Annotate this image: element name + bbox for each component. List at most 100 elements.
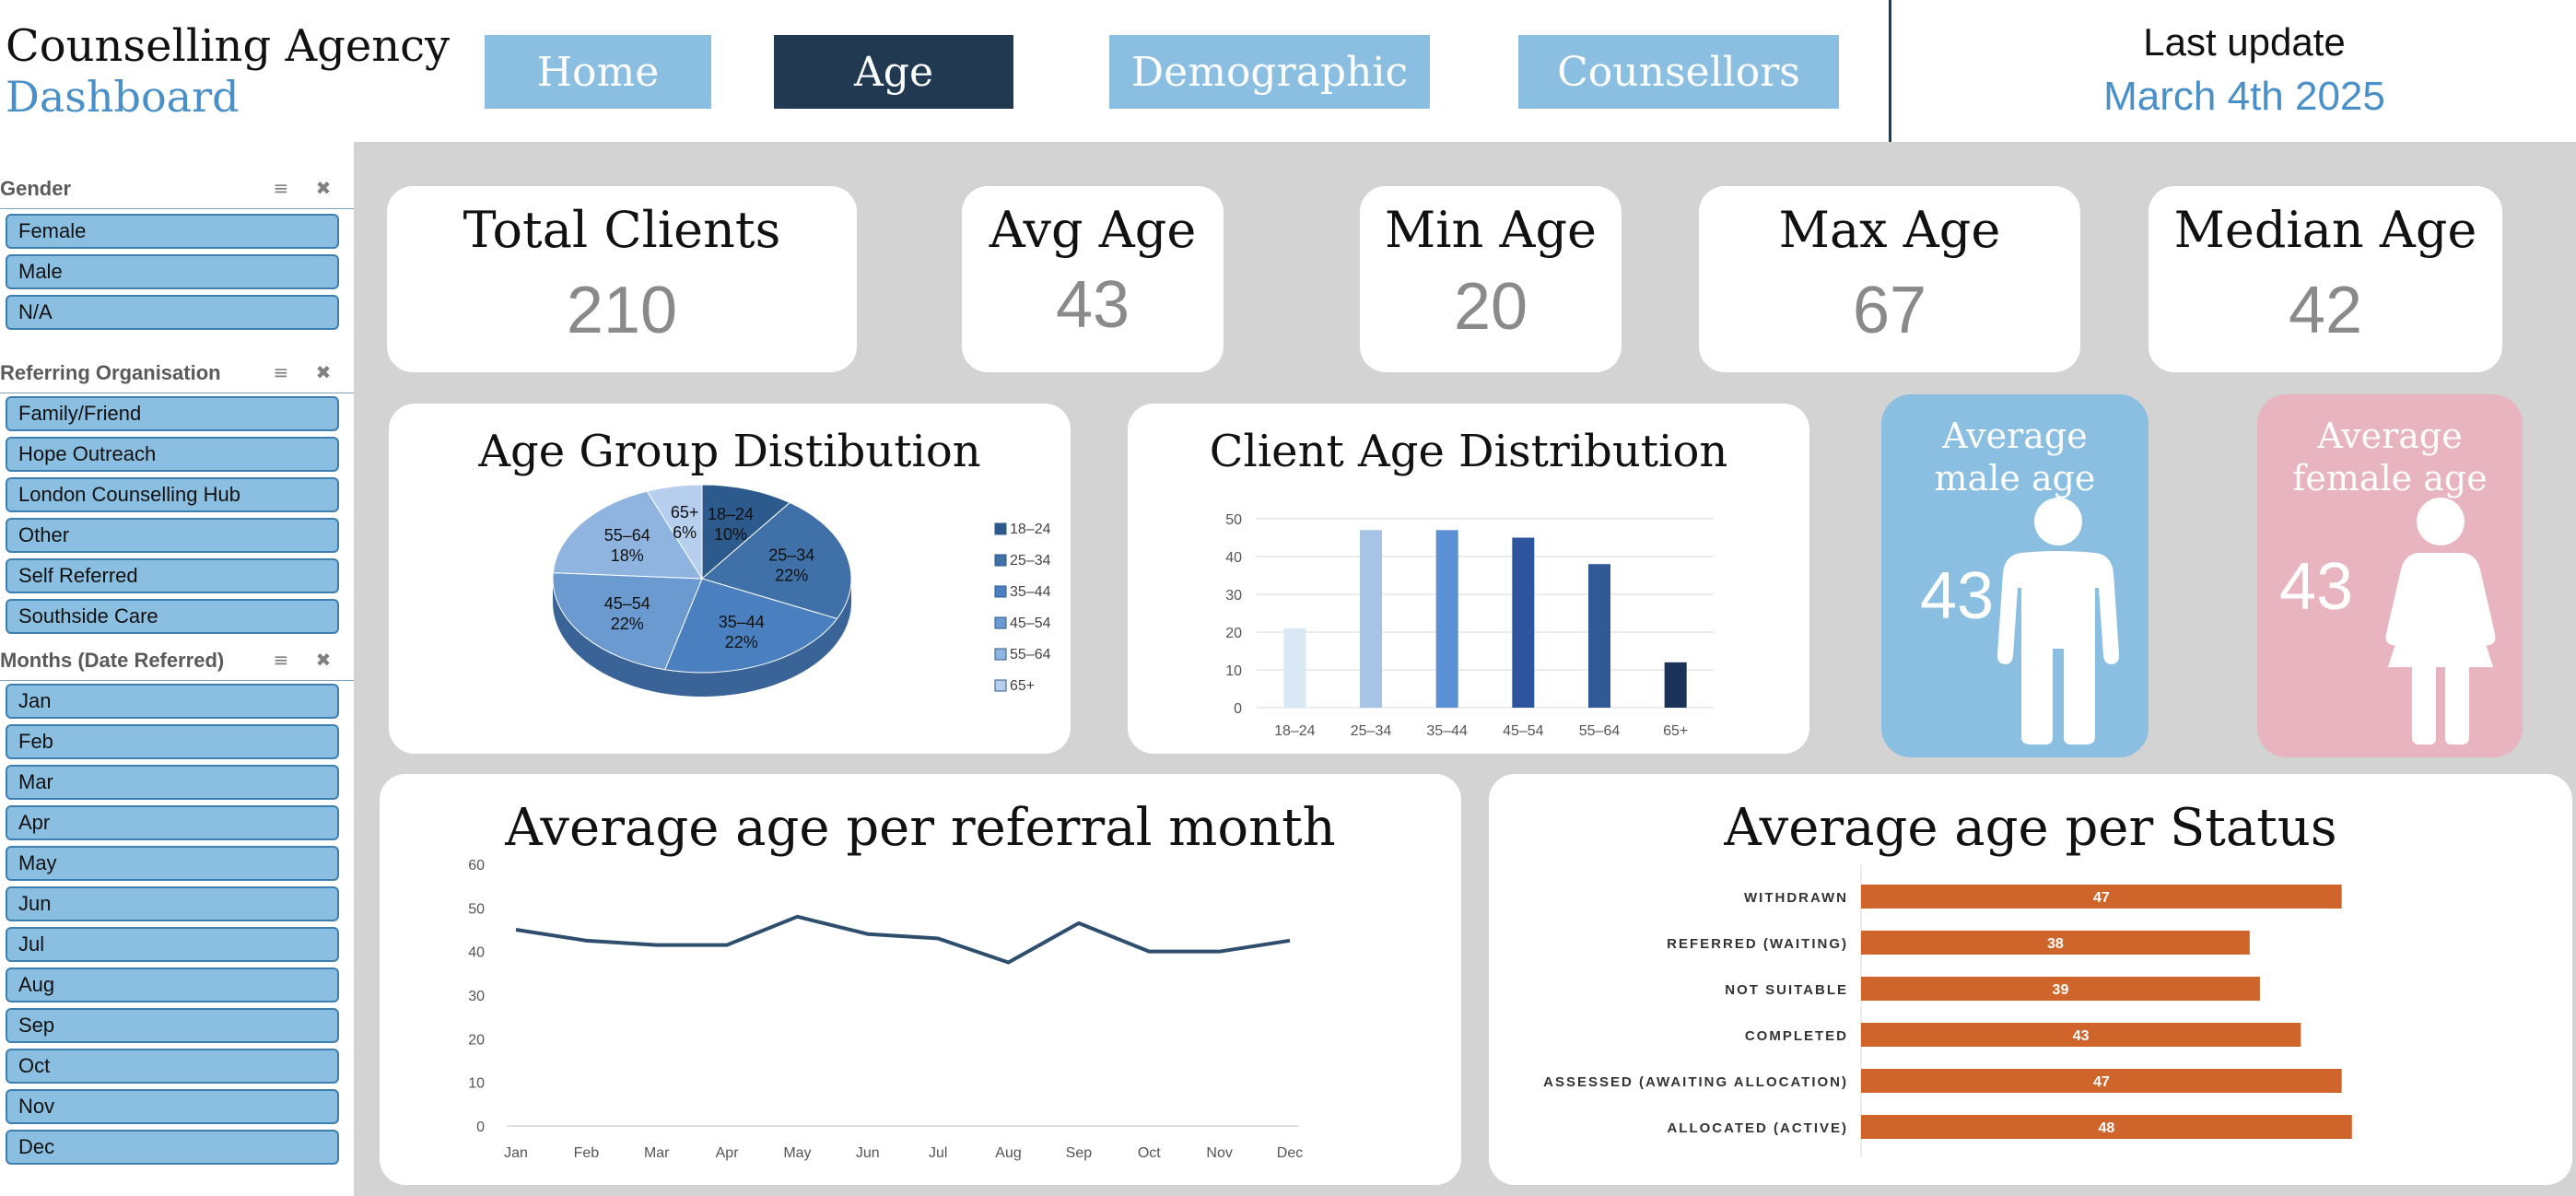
age-line-series — [515, 914, 1291, 965]
bar-65+ — [1664, 662, 1687, 708]
nav-counsellors-button[interactable]: Counsellors — [1518, 35, 1839, 109]
clear-filter-icon[interactable]: ✖ — [315, 649, 332, 671]
pie-percent-label: 10% — [714, 525, 747, 544]
status-category-label: REFERRED (WAITING) — [1667, 936, 1848, 952]
gender-slicer-header: Gender ≡ ✖ — [0, 168, 354, 209]
kpi-max-age-value: 67 — [1852, 274, 1927, 347]
status-category-label: ALLOCATED (ACTIVE) — [1667, 1120, 1848, 1136]
last-update-date: March 4th 2025 — [2103, 74, 2385, 119]
status-bar-3 — [1861, 1023, 2301, 1047]
slicer-item-jun[interactable]: Jun — [6, 886, 339, 921]
status-value-label: 48 — [2099, 1120, 2115, 1136]
slicer-item-family-friend[interactable]: Family/Friend — [6, 396, 339, 431]
pie-legend-item: 65+ — [1010, 678, 1035, 694]
x-tick-label: Jun — [856, 1145, 880, 1161]
kpi-max-age-card: Max Age 67 — [1699, 186, 2080, 372]
clear-filter-icon[interactable]: ✖ — [315, 361, 332, 383]
x-tick-label: 35–44 — [1426, 723, 1468, 739]
slicer-item-jul[interactable]: Jul — [6, 927, 339, 962]
nav-age-button[interactable]: Age — [774, 35, 1013, 109]
slicer-item-hope-outreach[interactable]: Hope Outreach — [6, 437, 339, 472]
male-card-label-line2: male age — [1934, 458, 2096, 498]
status-bar-1 — [1861, 931, 2250, 955]
clear-filter-icon[interactable]: ✖ — [315, 177, 332, 199]
slicer-item-female[interactable]: Female — [6, 214, 339, 249]
multi-select-icon[interactable]: ≡ — [273, 361, 289, 383]
slicer-item-sep[interactable]: Sep — [6, 1008, 339, 1043]
y-tick-label: 0 — [476, 1120, 485, 1135]
slicer-item-may[interactable]: May — [6, 846, 339, 881]
referring-org-slicer-title: Referring Organisation — [0, 361, 221, 384]
x-tick-label: 18–24 — [1274, 723, 1316, 739]
y-tick-label: 50 — [1225, 512, 1242, 528]
nav-home-button[interactable]: Home — [485, 35, 711, 109]
kpi-median-age-label: Median Age — [2173, 201, 2477, 259]
slicer-item-aug[interactable]: Aug — [6, 967, 339, 1003]
slicer-item-mar[interactable]: Mar — [6, 765, 339, 800]
avg-age-month-line-chart: 0 10 20 30 40 50 60 Jan Feb Mar Apr May Jun Jul Aug Sep… — [468, 858, 1303, 1161]
pie-legend-item: 35–44 — [1010, 584, 1051, 600]
x-tick-label: Aug — [995, 1145, 1021, 1161]
x-tick-label: Oct — [1138, 1145, 1161, 1161]
kpi-avg-age-card: Avg Age 43 — [962, 186, 1224, 372]
multi-select-icon[interactable]: ≡ — [273, 177, 289, 199]
pie-legend-item: 45–54 — [1010, 616, 1051, 631]
x-tick-label: 65+ — [1663, 723, 1688, 739]
pie-legend-swatch — [994, 585, 1007, 598]
slicer-item-jan[interactable]: Jan — [6, 684, 339, 719]
pie-legend-item: 18–24 — [1010, 522, 1051, 537]
pie-percent-label: 18% — [611, 546, 644, 565]
slicer-item-other[interactable]: Other — [6, 518, 339, 553]
pie-slice-45–54 — [552, 572, 703, 671]
bar-chart-title: Client Age Distribution — [1209, 426, 1728, 477]
avg-age-status-bar-chart: WITHDRAWN 47 REFERRED (WAITING) 38 NOT SUITA… — [1543, 864, 2352, 1157]
bar-45–54 — [1512, 537, 1535, 708]
pie-slice-35–44 — [664, 578, 838, 674]
slicer-item-oct[interactable]: Oct — [6, 1049, 339, 1084]
kpi-avg-age-label: Avg Age — [989, 201, 1197, 259]
male-card-value: 43 — [1920, 559, 1995, 633]
age-group-pie-chart: 18–2410%25–3422%35–4422%45–5422%55–6418%… — [552, 484, 1051, 697]
slicer-item-self-referred[interactable]: Self Referred — [6, 558, 339, 593]
pie-legend-swatch — [994, 679, 1007, 692]
nav-demographic-button[interactable]: Demographic — [1109, 35, 1430, 109]
dashboard-title: Counselling Agency — [6, 20, 451, 72]
status-bar-2 — [1861, 977, 2260, 1001]
pie-category-label: 55–64 — [604, 526, 650, 545]
slicer-item-southside-care[interactable]: Southside Care — [6, 599, 339, 634]
avg-age-month-card: Average age per referral month 0 10 20 30 40… — [380, 774, 1461, 1185]
kpi-median-age-value: 42 — [2288, 274, 2363, 347]
pie-legend-swatch — [994, 554, 1007, 567]
status-category-label: ASSESSED (AWAITING ALLOCATION) — [1543, 1074, 1848, 1090]
slicer-item-london-counselling-hub[interactable]: London Counselling Hub — [6, 477, 339, 512]
pie-percent-label: 22% — [611, 615, 644, 633]
pie-percent-label: 6% — [673, 523, 697, 542]
gender-slicer-title: Gender — [0, 177, 72, 200]
male-person-icon — [1996, 498, 2120, 745]
status-value-label: 38 — [2047, 936, 2064, 952]
slicer-item-apr[interactable]: Apr — [6, 805, 339, 840]
status-category-label: WITHDRAWN — [1744, 890, 1848, 906]
slicer-item-nov[interactable]: Nov — [6, 1089, 339, 1124]
slicer-item-male[interactable]: Male — [6, 254, 339, 289]
female-card-label-line2: female age — [2292, 458, 2488, 498]
kpi-avg-age-value: 43 — [1055, 268, 1130, 342]
last-update-label: Last update — [2143, 20, 2346, 64]
pie-category-label: 18–24 — [708, 505, 754, 523]
x-tick-label: 25–34 — [1351, 723, 1392, 739]
pie-legend-item: 55–64 — [1010, 647, 1051, 662]
months-slicer-title: Months (Date Referred) — [0, 649, 225, 672]
pie-percent-label: 22% — [775, 566, 808, 584]
status-value-label: 39 — [2053, 982, 2069, 998]
pie-chart-title: Age Group Distibution — [478, 426, 981, 477]
slicer-item-dec[interactable]: Dec — [6, 1130, 339, 1165]
status-value-label: 47 — [2093, 890, 2110, 906]
pie-category-label: 45–54 — [604, 594, 650, 613]
pie-category-label: 65+ — [671, 503, 699, 522]
x-tick-label: Jul — [929, 1145, 947, 1161]
slicer-item-feb[interactable]: Feb — [6, 724, 339, 759]
female-card-label-line1: Average — [2317, 416, 2463, 456]
slicer-item-na[interactable]: N/A — [6, 295, 339, 330]
x-tick-label: 45–54 — [1503, 723, 1544, 739]
multi-select-icon[interactable]: ≡ — [273, 649, 289, 671]
